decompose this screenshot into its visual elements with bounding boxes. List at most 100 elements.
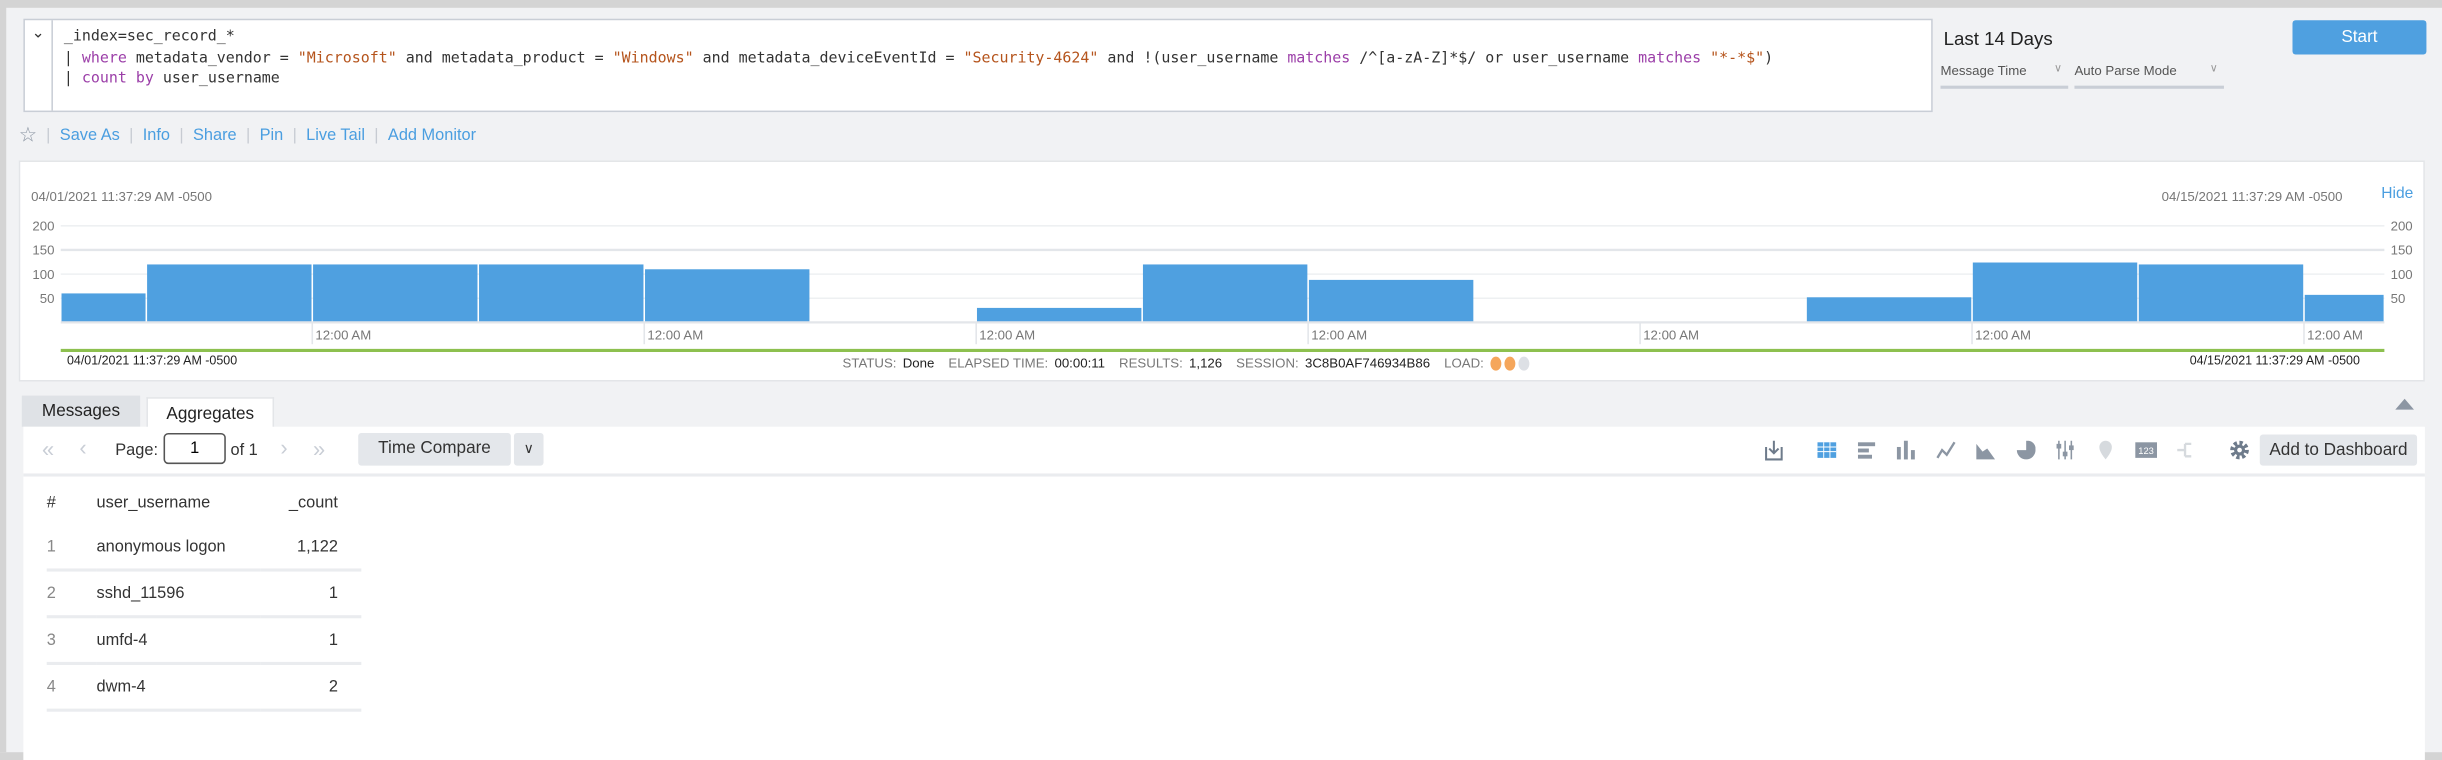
search-status-bar: STATUS: Done ELAPSED TIME: 00:00:11 RESULT…	[843, 355, 1530, 371]
histogram-chart[interactable]: 200 200 150 150 100 100 50 50 12:00 AM 12:00 AM 12…	[20, 162, 2423, 380]
row-count: 1	[260, 570, 362, 619]
link-share[interactable]: Share	[192, 126, 237, 145]
gear-icon[interactable]	[2229, 439, 2251, 461]
query-string: "Microsoft"	[297, 49, 397, 67]
table-view-icon[interactable]	[1816, 439, 1838, 461]
collapse-chevron-icon[interactable]: ⌄	[25, 20, 53, 111]
session-label: SESSION:	[1236, 355, 1299, 371]
hide-histogram-link[interactable]: Hide	[2381, 185, 2414, 203]
column-header-index[interactable]: #	[46, 493, 56, 513]
x-tick-label: 12:00 AM	[2307, 328, 2363, 343]
sliders-icon[interactable]	[2054, 439, 2076, 461]
link-separator: |	[245, 126, 251, 145]
results-value: 1,126	[1189, 355, 1223, 371]
y-tick-label: 150	[32, 243, 54, 258]
histogram-bar	[1308, 279, 1474, 323]
link-info[interactable]: Info	[142, 126, 171, 145]
y-tick-label-right: 150	[2391, 243, 2413, 258]
prev-page-icon[interactable]: ‹	[79, 434, 87, 460]
map-pin-icon[interactable]	[2095, 439, 2117, 461]
query-text[interactable]: _index=sec_record_* | where metadata_vend…	[64, 26, 1773, 89]
query-string: "Windows"	[612, 49, 694, 67]
row-index: 1	[46, 524, 97, 572]
query-token: |	[63, 70, 82, 88]
star-icon[interactable]: ☆	[18, 123, 37, 147]
first-page-icon[interactable]: «	[42, 436, 55, 461]
histogram-bar	[313, 264, 478, 323]
query-token: /^[a-zA-Z]*$/ or user_username	[1350, 49, 1639, 67]
query-token: and metadata_product =	[396, 49, 613, 67]
column-header-count[interactable]: _count	[288, 493, 338, 513]
time-field-select[interactable]: Message Time ∨	[1940, 62, 2069, 89]
query-editor[interactable]: ⌄ _index=sec_record_* | where metadata_ve…	[23, 18, 1933, 113]
row-count: 1	[260, 616, 362, 666]
query-token: and !(user_username	[1098, 49, 1288, 67]
single-value-icon[interactable]: 123	[2135, 439, 2157, 461]
chevron-down-icon: ∨	[2209, 63, 2218, 75]
row-username: dwm-4	[96, 663, 261, 712]
time-compare-dropdown-icon[interactable]: ∨	[513, 432, 544, 466]
table-row[interactable]: 2 sshd_11596 1	[46, 570, 362, 619]
row-count: 2	[260, 663, 362, 712]
bar-chart-icon[interactable]	[1856, 439, 1878, 461]
add-to-dashboard-button[interactable]: Add to Dashboard	[2259, 434, 2418, 466]
link-save-as[interactable]: Save As	[59, 126, 120, 145]
table-row[interactable]: 3 umfd-4 1	[46, 616, 362, 666]
link-separator: |	[46, 126, 51, 145]
footer-end-time: 04/15/2021 11:37:29 AM -0500	[2189, 353, 2360, 368]
last-page-icon[interactable]: »	[313, 436, 326, 461]
query-string: "*-*$"	[1710, 49, 1765, 67]
results-label: RESULTS:	[1119, 355, 1183, 371]
page-total: of 1	[230, 440, 258, 460]
x-tick-label: 12:00 AM	[315, 328, 371, 343]
link-separator: |	[179, 126, 184, 145]
query-line-3: | count by user_username	[64, 69, 1773, 90]
time-range-picker[interactable]: Last 14 Days	[1943, 28, 2053, 50]
query-token: |	[63, 49, 82, 67]
session-value: 3C8B0AF746934B86	[1304, 355, 1431, 371]
histogram-bar	[1972, 262, 2138, 323]
histogram-end-time: 04/15/2021 11:37:29 AM -0500	[2161, 188, 2343, 205]
query-keyword: matches	[1638, 49, 1702, 67]
pie-chart-icon[interactable]	[2015, 439, 2037, 461]
line-chart-icon[interactable]	[1936, 439, 1958, 461]
parse-mode-value: Auto Parse Mode	[2074, 62, 2177, 78]
link-add-monitor[interactable]: Add Monitor	[387, 126, 477, 145]
parse-mode-select[interactable]: Auto Parse Mode ∨	[2074, 62, 2224, 89]
area-chart-icon[interactable]	[1975, 439, 1997, 461]
tab-aggregates[interactable]: Aggregates	[146, 397, 275, 429]
table-row[interactable]: 4 dwm-4 2	[46, 663, 362, 712]
time-compare-button[interactable]: Time Compare	[358, 432, 511, 466]
y-tick-label: 200	[32, 218, 54, 233]
query-keyword: where	[81, 49, 127, 67]
start-button[interactable]: Start	[2292, 20, 2427, 55]
download-icon[interactable]	[1763, 439, 1785, 461]
query-token: and metadata_deviceEventId =	[693, 49, 964, 67]
page-input[interactable]	[163, 432, 226, 465]
tab-messages[interactable]: Messages	[21, 395, 141, 427]
y-tick-label: 100	[32, 267, 54, 282]
histogram-bar	[2304, 294, 2384, 323]
histogram-start-time: 04/01/2021 11:37:29 AM -0500	[31, 188, 212, 205]
query-keyword: count	[81, 70, 127, 88]
collapse-triangle-icon[interactable]	[2395, 398, 2414, 410]
query-actions: ☆ | Save As | Info | Share | Pin | Live Tail | Add …	[19, 123, 476, 148]
load-label: LOAD:	[1444, 355, 1484, 371]
next-page-icon[interactable]: ›	[280, 434, 288, 460]
histogram-bar	[479, 264, 644, 323]
query-token	[1701, 49, 1710, 66]
y-tick-label-right: 100	[2391, 267, 2413, 282]
table-row[interactable]: 1 anonymous logon 1,122	[46, 524, 362, 572]
y-tick-label: 50	[40, 291, 55, 306]
row-count: 1,122	[260, 524, 362, 572]
link-pin[interactable]: Pin	[259, 126, 284, 145]
elapsed-value: 00:00:11	[1054, 355, 1106, 371]
flow-diagram-icon[interactable]	[2176, 439, 2198, 461]
load-dot	[1504, 355, 1515, 370]
column-header-user-username[interactable]: user_username	[96, 493, 211, 513]
column-chart-icon[interactable]	[1895, 439, 1917, 461]
link-live-tail[interactable]: Live Tail	[306, 126, 365, 145]
row-index: 2	[46, 570, 97, 619]
svg-text:123: 123	[2138, 446, 2154, 456]
x-tick-label: 12:00 AM	[1975, 328, 2031, 343]
